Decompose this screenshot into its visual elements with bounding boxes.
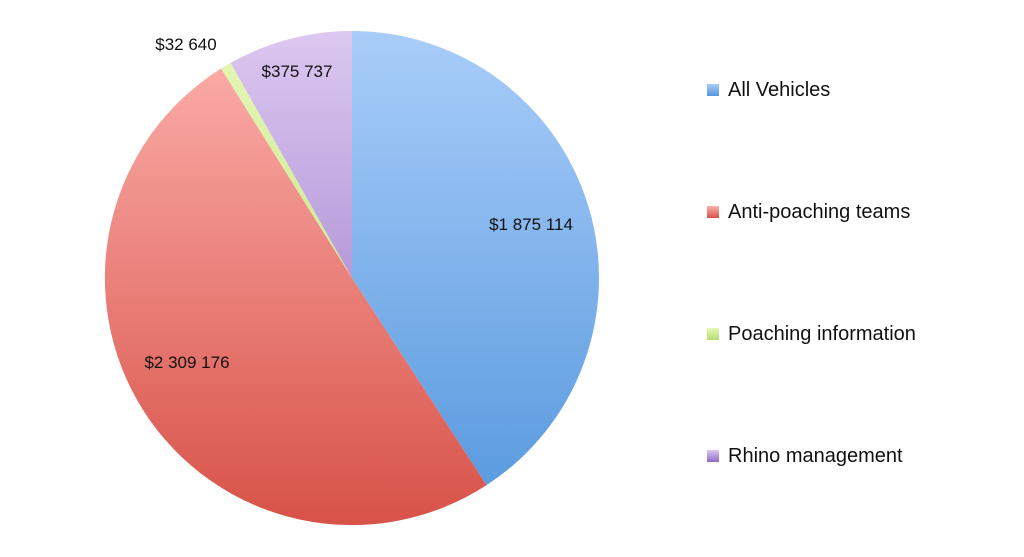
legend-item-rhino-management: Rhino management	[707, 441, 903, 471]
pie-slice-anti-poaching-teams	[104, 68, 487, 526]
legend-label-all-vehicles: All Vehicles	[728, 78, 831, 101]
legend-label-poaching-information: Poaching information	[728, 322, 916, 345]
pie-data-labels: $1 875 114 $2 309 176 $32 640 $375 737	[144, 35, 572, 372]
legend-swatch-poaching-information	[707, 328, 719, 340]
legend-item-anti-poaching-teams: Anti-poaching teams	[707, 197, 910, 227]
legend-swatch-anti-poaching-teams	[707, 206, 719, 218]
legend-label-rhino-management: Rhino management	[728, 444, 903, 467]
data-label-rhino-management: $375 737	[262, 62, 333, 81]
legend-item-all-vehicles: All Vehicles	[707, 75, 830, 105]
pie-slices	[104, 30, 600, 526]
pie-slice-poaching-information	[221, 62, 352, 278]
legend-item-poaching-information: Poaching information	[707, 319, 916, 349]
pie-slice-all-vehicles	[352, 31, 600, 486]
data-label-anti-poaching-teams: $2 309 176	[144, 353, 229, 372]
pie-slice-rhino-management	[230, 30, 352, 278]
legend-label-anti-poaching-teams: Anti-poaching teams	[728, 200, 911, 223]
legend-swatch-rhino-management	[707, 450, 719, 462]
legend-swatch-all-vehicles	[707, 84, 719, 96]
data-label-all-vehicles: $1 875 114	[489, 215, 573, 234]
data-label-poaching-information: $32 640	[155, 35, 216, 54]
